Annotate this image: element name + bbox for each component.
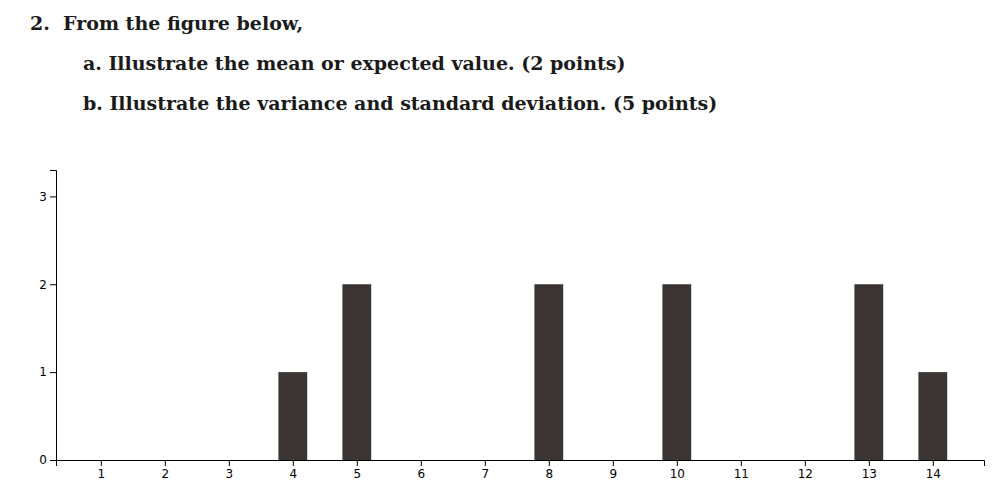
x-tick: 1	[97, 460, 105, 481]
x-tick-label: 14	[926, 467, 941, 481]
x-axis-line	[57, 461, 985, 467]
x-axis: 1234567891011121314	[57, 460, 985, 481]
bars	[278, 284, 947, 460]
x-tick: 5	[353, 460, 361, 481]
bar	[918, 372, 947, 460]
x-tick: 10	[670, 460, 685, 481]
annotation: a. Illustrate the mean or expected value…	[30, 52, 626, 74]
x-tick: 4	[289, 460, 297, 481]
y-tick-label: 1	[39, 365, 47, 379]
x-tick: 14	[926, 460, 941, 481]
x-tick-mark	[805, 460, 806, 466]
x-tick-label: 12	[798, 467, 813, 481]
bar	[662, 284, 691, 460]
x-tick-label: 6	[417, 467, 425, 481]
x-tick-label: 2	[161, 467, 169, 481]
x-tick-mark	[293, 460, 294, 466]
x-tick: 6	[417, 460, 425, 481]
x-tick-mark	[613, 460, 614, 466]
y-tick: 2	[39, 278, 56, 292]
x-tick-mark	[933, 460, 934, 466]
x-tick-label: 7	[481, 467, 489, 481]
y-tick-label: 3	[39, 190, 47, 204]
title: 2. From the figure below,	[30, 12, 303, 34]
x-tick-mark	[229, 460, 230, 466]
x-tick-mark	[357, 460, 358, 466]
x-tick: 3	[225, 460, 233, 481]
y-tick-mark	[50, 460, 56, 461]
plot-area: 12345678910111213140123	[39, 171, 984, 481]
x-tick-label: 9	[609, 467, 617, 481]
x-tick-mark	[101, 460, 102, 466]
x-tick: 2	[161, 460, 169, 481]
x-tick-mark	[741, 460, 742, 466]
x-tick: 8	[545, 460, 553, 481]
y-tick-mark	[50, 372, 56, 373]
y-tick-mark	[50, 284, 56, 285]
x-tick-label: 8	[545, 467, 553, 481]
y-tick-label: 2	[39, 278, 47, 292]
titles: 2. From the figure below, a. Illustrate …	[30, 12, 717, 114]
bar	[278, 372, 307, 460]
x-tick-mark	[421, 460, 422, 466]
x-tick-mark	[549, 460, 550, 466]
x-tick-mark	[165, 460, 166, 466]
x-tick: 9	[609, 460, 617, 481]
y-tick-mark	[50, 196, 56, 197]
bar	[854, 284, 883, 460]
x-tick-label: 5	[353, 467, 361, 481]
x-tick-mark	[677, 460, 678, 466]
chart: 2. From the figure below, a. Illustrate …	[0, 0, 1008, 496]
y-tick: 3	[39, 190, 56, 204]
x-tick-label: 1	[97, 467, 105, 481]
y-tick: 0	[39, 453, 56, 467]
annotation: b. Illustrate the variance and standard …	[30, 92, 717, 114]
bar	[342, 284, 371, 460]
x-tick: 7	[481, 460, 489, 481]
x-tick-label: 3	[225, 467, 233, 481]
x-tick-mark	[869, 460, 870, 466]
y-tick-label: 0	[39, 453, 47, 467]
x-tick: 11	[734, 460, 749, 481]
x-tick: 13	[862, 460, 877, 481]
x-tick-label: 4	[289, 467, 297, 481]
x-tick: 12	[798, 460, 813, 481]
x-tick-label: 10	[670, 467, 685, 481]
x-tick-mark	[485, 460, 486, 466]
y-tick: 1	[39, 365, 56, 379]
x-tick-label: 11	[734, 467, 749, 481]
y-axis: 0 1 2 3	[39, 171, 56, 468]
bar	[534, 284, 563, 460]
x-tick-label: 13	[862, 467, 877, 481]
y-axis-line	[50, 171, 57, 461]
